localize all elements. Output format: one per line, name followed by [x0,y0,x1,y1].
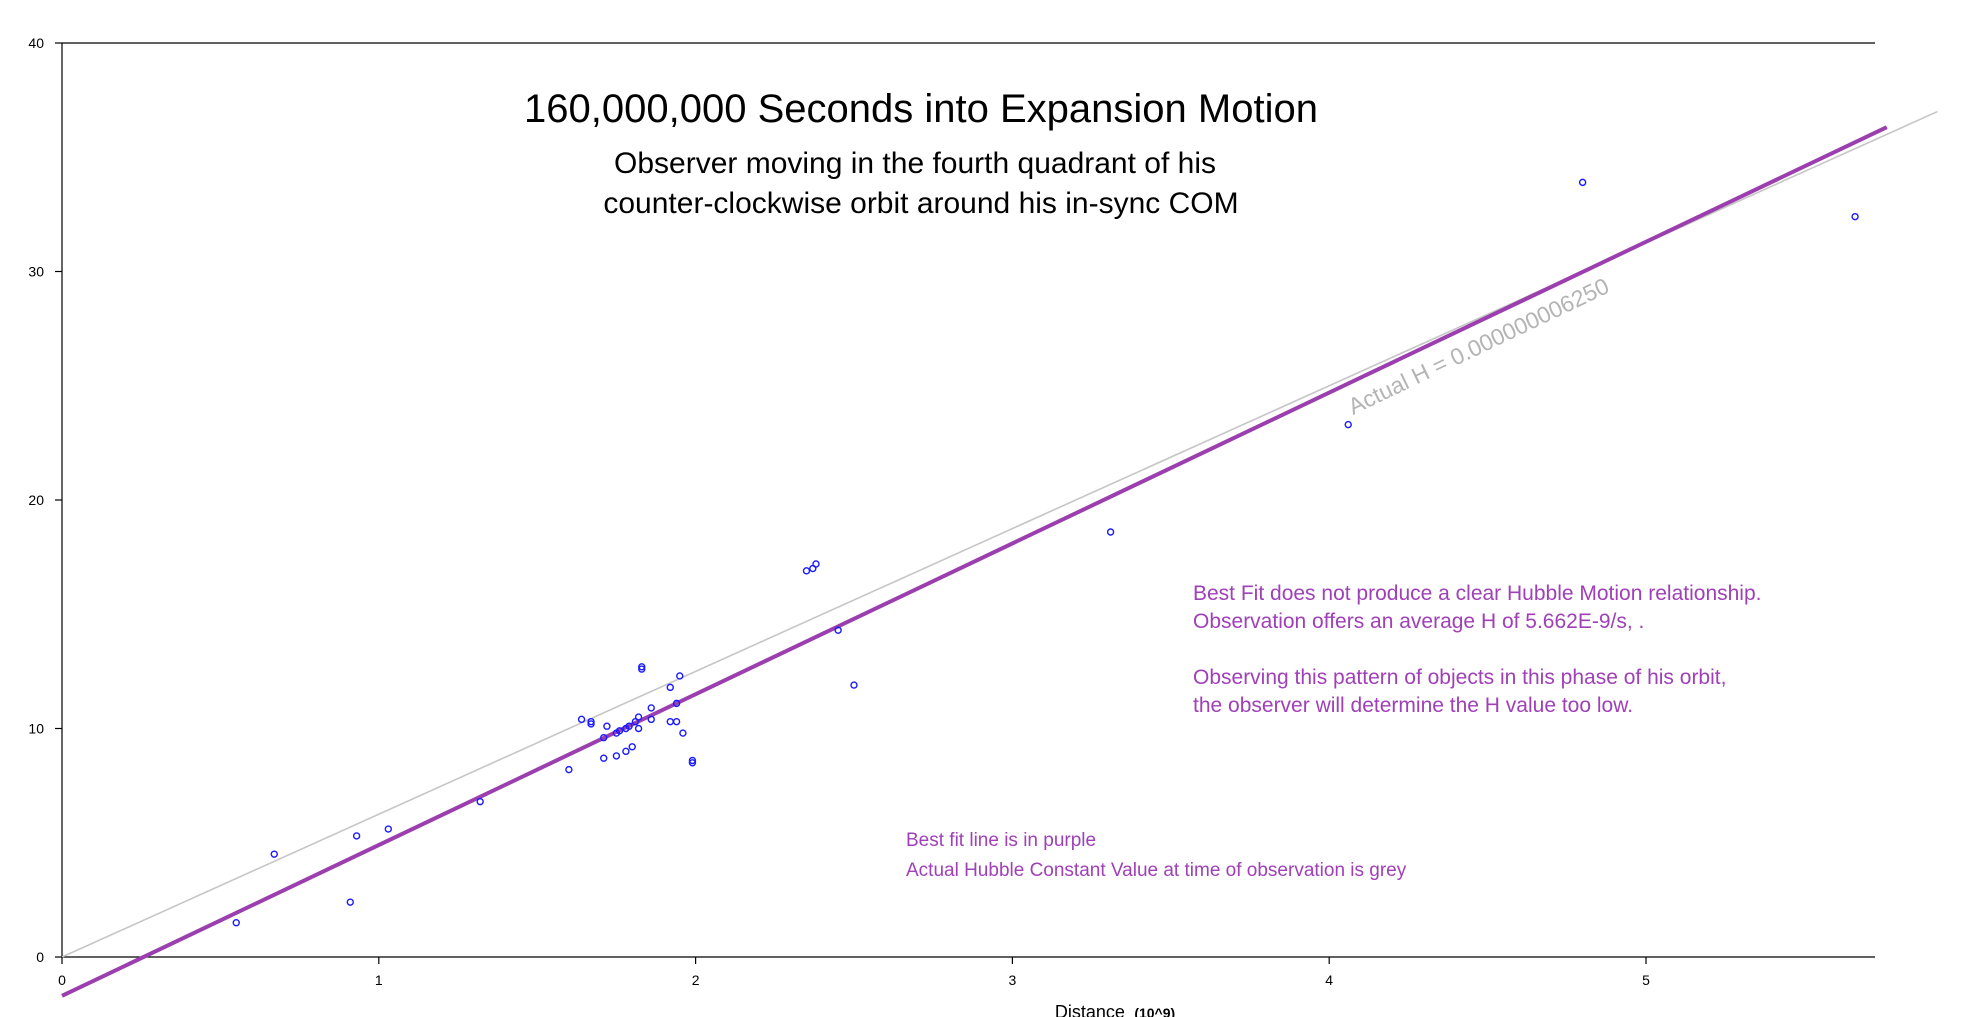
data-point [565,765,573,774]
data-point [647,715,655,724]
data-point [270,850,278,858]
data-point [603,722,611,730]
data-point [634,724,643,733]
data-point [834,626,842,634]
x-tick-label: 4 [1325,972,1333,988]
data-point [638,663,646,671]
x-tick-label: 1 [375,972,383,988]
data-point [688,759,697,767]
data-point [666,683,674,692]
data-point [802,567,811,575]
data-point [679,729,687,737]
data-point [1106,528,1115,536]
data-point [577,715,586,724]
best-fit-note-line-1: Best Fit does not produce a clear Hubble… [1193,582,1762,605]
data-point [232,919,240,927]
data-point [676,672,684,680]
y-tick-label: 40 [28,35,44,51]
data-point [666,717,674,726]
data-point [812,560,820,568]
y-tick-label: 30 [28,264,44,280]
data-point [612,752,621,760]
data-point [346,898,354,906]
chart-subtitle-line-2: counter-clockwise orbit around his in-sy… [603,187,1238,220]
data-point [672,717,681,726]
data-point [587,717,595,726]
data-point [850,681,858,689]
best-fit-note-line-4: the observer will determine the H value … [1193,694,1633,717]
chart-title: 160,000,000 Seconds into Expansion Motio… [524,87,1318,131]
data-point [1344,420,1352,429]
x-tick-label: 5 [1642,972,1650,988]
best-fit-note-line-3: Observing this pattern of objects in thi… [1193,666,1726,689]
x-tick-label: 0 [58,972,66,988]
y-tick-label: 10 [28,721,44,737]
data-points [232,178,1859,927]
trend-lines [61,110,1938,998]
x-axis-label-unit: (10^9) [1134,1005,1175,1017]
data-point [600,754,608,762]
data-point [647,704,655,712]
data-point [625,722,633,730]
best-fit-note-line-2: Observation offers an average H of 5.662… [1193,610,1644,633]
data-point [587,720,595,728]
data-point [600,733,608,742]
actual-h-label: Actual H = 0.000000006250 [1344,273,1613,420]
y-tick-label: 0 [36,949,44,965]
x-axis-label-text: Distance [1055,1002,1125,1017]
data-point [628,743,636,751]
x-axis-label: Distance (10^9) [1055,1002,1175,1017]
data-point [1851,212,1859,221]
data-point [634,713,643,721]
data-point [638,665,646,673]
data-point [1578,178,1587,187]
chart-subtitle-line-1: Observer moving in the fourth quadrant o… [614,147,1216,180]
data-point [622,747,630,756]
x-tick-label: 2 [692,972,700,988]
data-point [352,832,361,840]
legend-line-actual: Actual Hubble Constant Value at time of … [906,860,1407,881]
data-point [688,756,697,765]
data-point [615,727,624,735]
data-point [672,699,681,708]
data-point [476,797,484,806]
x-tick-label: 3 [1009,972,1017,988]
axes [61,42,1875,958]
y-tick-label: 20 [28,492,44,508]
ticks: 0 1 2 3 4 5 0 10 20 30 40 [28,35,1650,988]
data-point [384,825,393,833]
legend-line-best-fit: Best fit line is in purple [906,830,1096,851]
best-fit-line [61,125,1888,998]
